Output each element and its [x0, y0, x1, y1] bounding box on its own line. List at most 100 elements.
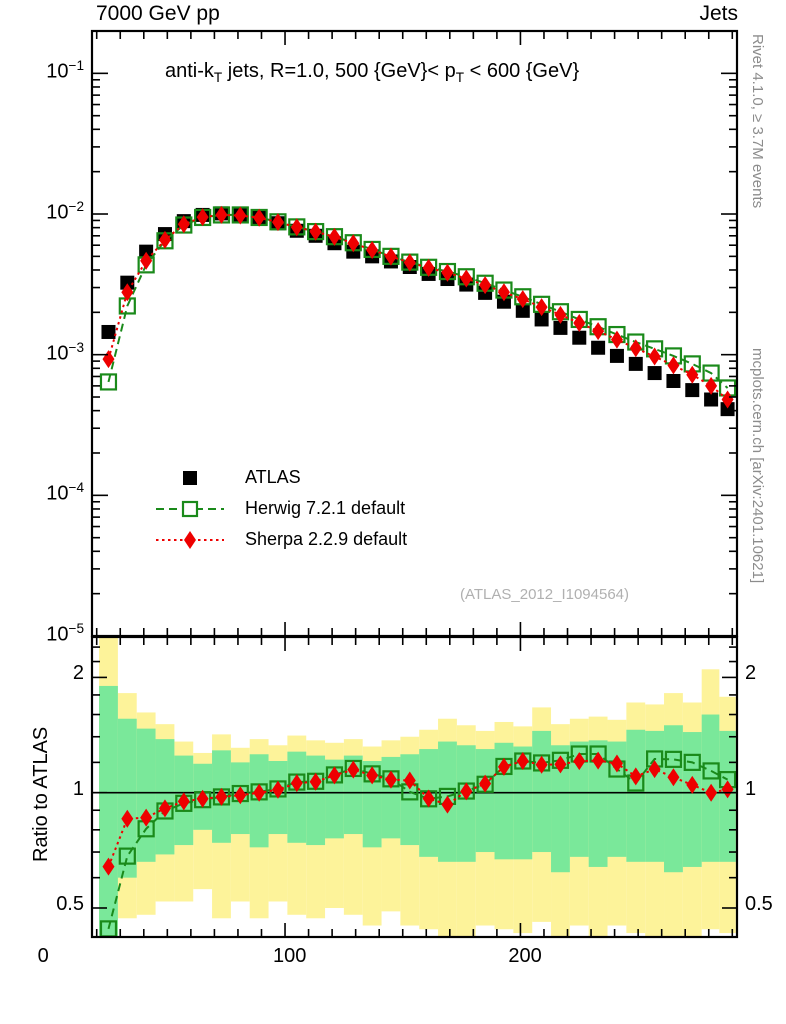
- ratio-band-inner: [99, 685, 118, 937]
- ratio-marker-sherpa: [460, 782, 473, 801]
- ratio-marker-herwig: [683, 753, 701, 771]
- plot-title-sub-a: T: [213, 70, 223, 85]
- ratio-marker-sherpa: [554, 755, 567, 774]
- main-marker-sherpa: [554, 305, 567, 324]
- main-marker-sherpa: [535, 298, 548, 317]
- ratio-band-inner: [381, 756, 401, 839]
- ratio-marker-sherpa: [215, 787, 228, 806]
- main-marker-sherpa: [460, 269, 473, 288]
- ratio-ytick-label-right: 1: [745, 777, 757, 800]
- main-marker-atlas: [720, 402, 735, 417]
- main-marker-sherpa: [686, 365, 699, 384]
- ratio-marker-sherpa: [667, 768, 680, 787]
- main-marker-sherpa: [629, 339, 642, 358]
- main-marker-atlas: [515, 303, 530, 318]
- main-marker-atlas: [647, 366, 662, 381]
- ratio-band-inner: [682, 732, 702, 867]
- x-tick-label: 200: [508, 945, 542, 967]
- ratio-marker-sherpa: [497, 757, 510, 776]
- main-marker-sherpa: [234, 206, 247, 225]
- ratio-marker-herwig: [702, 762, 720, 780]
- main-marker-herwig: [99, 373, 118, 391]
- ratio-band-inner: [532, 730, 552, 853]
- analysis-id-watermark: (ATLAS_2012_I1094564): [460, 586, 630, 603]
- ratio-marker-sherpa: [253, 783, 266, 802]
- main-ytick-label: 10−1: [46, 58, 84, 83]
- header-right-label: Jets: [699, 2, 738, 25]
- ratio-marker-sherpa: [384, 770, 397, 789]
- ratio-marker-sherpa: [196, 789, 209, 808]
- main-marker-sherpa: [121, 283, 134, 302]
- ratio-band-inner: [588, 740, 608, 867]
- plot-title-part-b: jets, R=1.0, 500 {GeV}< p: [222, 60, 456, 82]
- main-marker-sherpa: [573, 313, 586, 332]
- ratio-marker-sherpa: [271, 780, 284, 799]
- x-tick-label: 0: [37, 945, 49, 967]
- plot-title-part-a: anti-k: [165, 60, 214, 82]
- ratio-ytick-label-left: 2: [72, 662, 84, 685]
- ratio-marker-herwig: [664, 750, 683, 768]
- main-marker-sherpa: [215, 205, 228, 224]
- ratio-marker-sherpa: [309, 772, 322, 791]
- main-marker-sherpa: [177, 215, 190, 234]
- main-marker-sherpa: [705, 376, 718, 395]
- legend-label-herwig: Herwig 7.2.1 default: [245, 498, 406, 518]
- ratio-marker-sherpa: [158, 799, 171, 818]
- main-marker-sherpa: [721, 390, 734, 409]
- ratio-marker-sherpa: [610, 754, 623, 773]
- ratio-band-inner: [456, 745, 476, 862]
- main-marker-sherpa: [497, 283, 510, 302]
- ratio-band-inner: [607, 741, 627, 857]
- ratio-marker-sherpa: [441, 795, 454, 814]
- legend-label-atlas: ATLAS: [245, 467, 301, 487]
- ratio-marker-sherpa: [366, 766, 379, 785]
- main-marker-atlas: [139, 244, 154, 259]
- main-ytick-label: 10−5: [46, 621, 84, 646]
- main-marker-atlas: [609, 348, 624, 363]
- ratio-marker-sherpa: [140, 808, 153, 827]
- ratio-marker-sherpa: [516, 751, 529, 770]
- main-marker-sherpa: [347, 234, 360, 253]
- ratio-marker-sherpa: [592, 751, 605, 770]
- ratio-marker-sherpa: [686, 775, 699, 794]
- header-left-label: 7000 GeV pp: [96, 2, 220, 25]
- ratio-marker-sherpa: [403, 771, 416, 790]
- main-marker-sherpa: [140, 251, 153, 270]
- ratio-marker-sherpa: [121, 809, 134, 828]
- plot-title-part-c: < 600 {GeV}: [464, 60, 580, 82]
- ratio-marker-sherpa: [648, 760, 661, 779]
- main-marker-atlas: [666, 373, 681, 388]
- legend-marker-atlas: [183, 471, 197, 485]
- ratio-line-sherpa: [107, 759, 728, 868]
- ratio-band-inner: [569, 741, 589, 857]
- ratio-marker-herwig: [118, 847, 136, 865]
- main-marker-atlas: [101, 324, 116, 339]
- main-ytick-label: 10−4: [46, 480, 84, 505]
- main-ytick-label: 10−2: [46, 199, 84, 224]
- main-marker-sherpa: [648, 347, 661, 366]
- ratio-marker-sherpa: [290, 774, 303, 793]
- main-marker-sherpa: [309, 222, 322, 241]
- main-marker-sherpa: [479, 276, 492, 295]
- ratio-band-inner: [626, 729, 646, 862]
- ratio-band-inner: [287, 751, 307, 843]
- main-marker-atlas: [534, 312, 549, 327]
- ratio-panel-frame: [90, 635, 739, 939]
- main-marker-sherpa: [328, 227, 341, 246]
- main-marker-sherpa: [271, 213, 284, 232]
- series-line-sherpa: [107, 213, 729, 401]
- main-marker-sherpa: [403, 253, 416, 272]
- ratio-band-inner: [513, 746, 533, 860]
- ratio-marker-sherpa: [573, 752, 586, 771]
- main-marker-sherpa: [667, 356, 680, 375]
- x-tick-label: 100: [273, 945, 307, 967]
- plot-title-sub-b: T: [455, 70, 465, 85]
- ratio-band-inner: [306, 755, 326, 846]
- main-marker-sherpa: [422, 258, 435, 277]
- ratio-band-inner: [136, 728, 156, 862]
- main-marker-sherpa: [441, 263, 454, 282]
- main-marker-sherpa: [516, 290, 529, 309]
- ratio-band-inner: [645, 730, 665, 862]
- ratio-marker-sherpa: [102, 857, 115, 876]
